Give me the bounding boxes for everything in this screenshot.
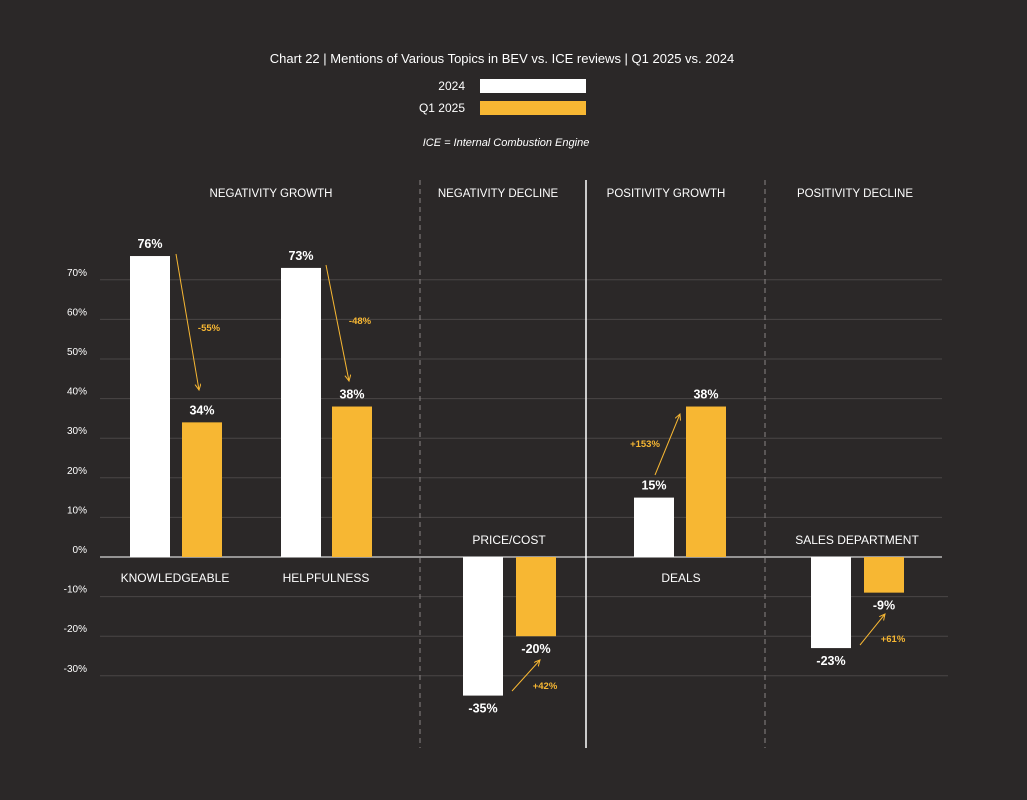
value-label-q1-2025-price-cost: -20% (521, 642, 550, 656)
legend-swatch-q1-2025 (480, 101, 586, 115)
bar-2024-deals (634, 497, 674, 557)
section-header-positivity-growth: POSITIVITY GROWTH (607, 188, 726, 200)
bar-q1-2025-helpfulness (332, 406, 372, 557)
change-label-helpfulness: -48% (349, 316, 372, 327)
value-label-2024-knowledgeable: 76% (137, 237, 162, 251)
bar-2024-price-cost (463, 557, 503, 696)
category-label-sales-department: SALES DEPARTMENT (795, 533, 919, 547)
bar-2024-knowledgeable (130, 256, 170, 557)
y-tick-label: 10% (67, 505, 87, 516)
y-tick-label: 30% (67, 426, 87, 437)
change-arrow-sales-department (859, 614, 885, 646)
chart-subtitle: ICE = Internal Combustion Engine (423, 137, 590, 149)
y-tick-label: 40% (67, 387, 87, 398)
change-arrow-deals (654, 414, 680, 476)
bar-q1-2025-knowledgeable (182, 422, 222, 557)
y-tick-label: -20% (64, 624, 87, 635)
legend: 2024 Q1 2025 (419, 79, 586, 115)
change-arrow-knowledgeable (175, 253, 199, 390)
change-arrow-price-cost (511, 660, 540, 692)
change-arrow-helpfulness (325, 264, 349, 381)
y-tick-label: 70% (67, 268, 87, 279)
section-header-positivity-decline: POSITIVITY DECLINE (797, 188, 913, 200)
section-dividers (419, 180, 766, 748)
change-arrows: -55% -48% +42% +153% +61% (175, 253, 906, 692)
category-labels: KNOWLEDGEABLE HELPFULNESS PRICE/COST DEALS S… (121, 533, 920, 585)
legend-swatch-2024 (480, 79, 586, 93)
section-headers: NEGATIVITY GROWTH NEGATIVITY DECLINE POSIT… (210, 188, 914, 200)
value-label-2024-price-cost: -35% (468, 702, 497, 716)
y-tick-label: 50% (67, 347, 87, 358)
value-label-2024-sales-department: -23% (816, 654, 845, 668)
y-tick-label: -30% (64, 664, 87, 675)
change-label-price-cost: +42% (533, 681, 558, 692)
bar-q1-2025-price-cost (516, 557, 556, 637)
category-label-deals: DEALS (661, 571, 700, 585)
bar-2024-sales-department (811, 557, 851, 649)
legend-label-q1-2025: Q1 2025 (419, 101, 465, 115)
value-label-q1-2025-helpfulness: 38% (339, 388, 364, 402)
bar-q1-2025-sales-department (864, 557, 904, 593)
value-label-q1-2025-knowledgeable: 34% (189, 403, 214, 417)
section-header-negativity-growth: NEGATIVITY GROWTH (210, 188, 333, 200)
y-tick-label: 60% (67, 307, 87, 318)
y-axis-ticks: 70% 60% 50% 40% 30% 20% 10% 0% -10% -20% -30% (64, 268, 87, 675)
category-label-knowledgeable: KNOWLEDGEABLE (121, 571, 230, 585)
section-header-negativity-decline: NEGATIVITY DECLINE (438, 188, 559, 200)
change-label-sales-department: +61% (881, 634, 906, 645)
value-label-2024-deals: 15% (641, 479, 666, 493)
y-tick-label: -10% (64, 585, 87, 596)
value-labels: 76% 73% -35% 15% -23% 34% 38% -20% 38% -9% (137, 237, 895, 716)
value-label-2024-helpfulness: 73% (288, 249, 313, 263)
y-tick-label: 0% (73, 545, 88, 556)
bar-q1-2025-deals (686, 406, 726, 557)
value-label-q1-2025-deals: 38% (693, 388, 718, 402)
category-label-price-cost: PRICE/COST (472, 533, 546, 547)
value-label-q1-2025-sales-department: -9% (873, 599, 895, 613)
category-label-helpfulness: HELPFULNESS (283, 571, 370, 585)
change-label-deals: +153% (630, 439, 660, 450)
change-label-knowledgeable: -55% (198, 323, 221, 334)
y-tick-label: 20% (67, 466, 87, 477)
bar-2024-helpfulness (281, 267, 321, 557)
chart-title: Chart 22 | Mentions of Various Topics in… (270, 51, 734, 66)
legend-label-2024: 2024 (438, 79, 465, 93)
bars (130, 256, 904, 696)
